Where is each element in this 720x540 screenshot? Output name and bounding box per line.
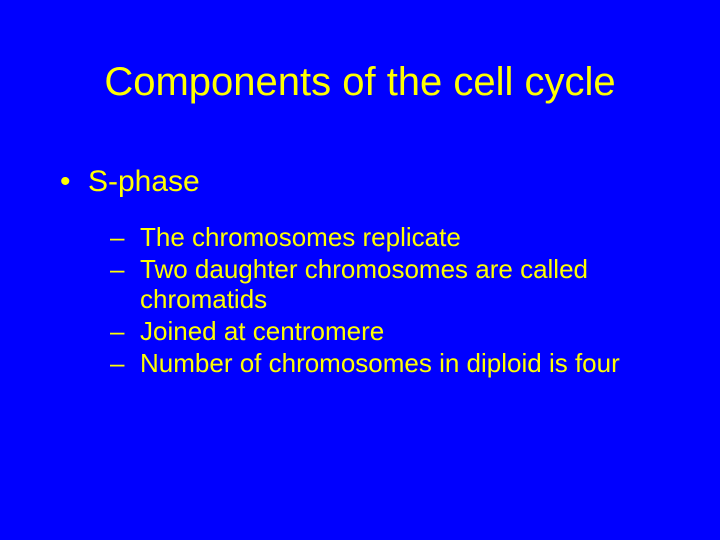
bullet-l2-text: Number of chromosomes in diploid is four (140, 348, 620, 378)
bullet-marker-l2: – (110, 255, 124, 285)
bullet-l2-text: Two daughter chromosomes are called chro… (140, 254, 588, 314)
bullet-l2-text: The chromosomes replicate (140, 222, 461, 252)
bullet-level2: –The chromosomes replicate (110, 223, 660, 253)
bullet-level2: –Joined at centromere (110, 317, 660, 347)
slide-title: Components of the cell cycle (60, 60, 660, 105)
bullet-level1: •S-phase (60, 165, 660, 199)
bullet-l2-text: Joined at centromere (140, 316, 384, 346)
bullet-marker-l1: • (60, 165, 88, 199)
bullet-l1-text: S-phase (88, 165, 200, 198)
bullet-marker-l2: – (110, 223, 124, 253)
slide: Components of the cell cycle •S-phase –T… (0, 0, 720, 540)
bullet-marker-l2: – (110, 349, 124, 379)
bullet-level2: –Two daughter chromosomes are called chr… (110, 255, 660, 315)
bullet-level2: –Number of chromosomes in diploid is fou… (110, 349, 660, 379)
bullet-marker-l2: – (110, 317, 124, 347)
